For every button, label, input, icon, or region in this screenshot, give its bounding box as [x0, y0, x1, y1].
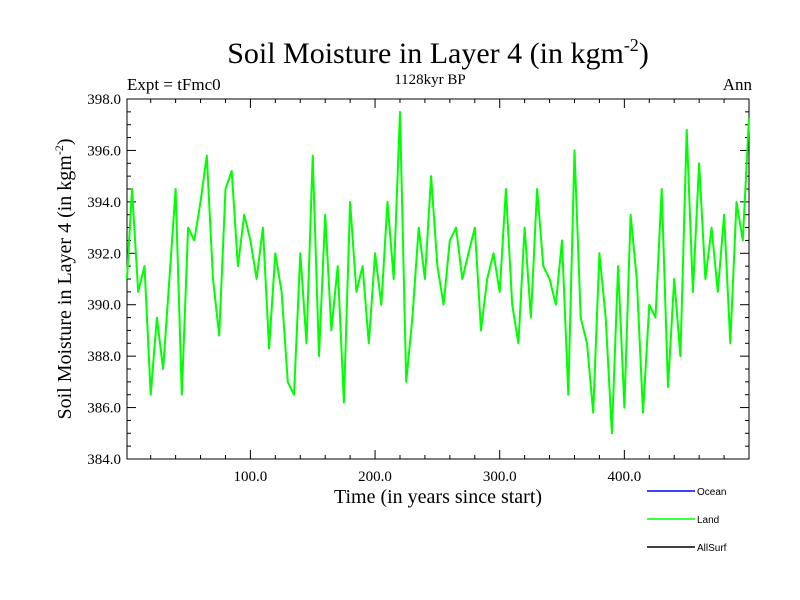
- season-label: Ann: [723, 75, 753, 94]
- y-tick-label: 386.0: [87, 401, 121, 417]
- x-tick-label: 200.0: [358, 469, 392, 485]
- chart-title: Soil Moisture in Layer 4 (in kgm-2): [227, 35, 649, 70]
- series-layer: [126, 110, 750, 435]
- y-tick-label: 384.0: [87, 452, 121, 468]
- y-tick-label: 396.0: [87, 143, 121, 159]
- legend-label-land: Land: [697, 515, 719, 526]
- y-tick-label: 394.0: [87, 195, 121, 211]
- y-axis-label-suffix: ): [54, 138, 76, 145]
- y-tick-label: 388.0: [87, 349, 121, 365]
- chart-subtitle: 1128kyr BP: [394, 72, 466, 88]
- legend: Ocean Land AllSurf: [647, 487, 727, 554]
- chart-title-suffix: ): [639, 37, 649, 70]
- legend-label-ocean: Ocean: [697, 487, 726, 498]
- x-tick-label: 400.0: [607, 469, 641, 485]
- y-tick-label: 390.0: [87, 298, 121, 314]
- plot-frame: [126, 98, 750, 460]
- x-axis-label: Time (in years since start): [334, 486, 542, 508]
- y-tick-label: 392.0: [87, 246, 121, 262]
- x-tick-label: 100.0: [234, 469, 268, 485]
- legend-label-allsurf: AllSurf: [697, 543, 727, 554]
- y-axis-label-superscript: -2: [52, 145, 66, 155]
- y-tick-label: 398.0: [87, 92, 121, 108]
- x-tick-label: 300.0: [483, 469, 517, 485]
- x-axis: 100.0 200.0 300.0 400.0: [150, 99, 725, 485]
- series-line-land: [126, 110, 750, 435]
- y-axis-label: Soil Moisture in Layer 4 (in kgm-2): [52, 138, 76, 419]
- experiment-label: Expt = tFmc0: [127, 75, 221, 94]
- chart-title-superscript: -2: [624, 35, 639, 55]
